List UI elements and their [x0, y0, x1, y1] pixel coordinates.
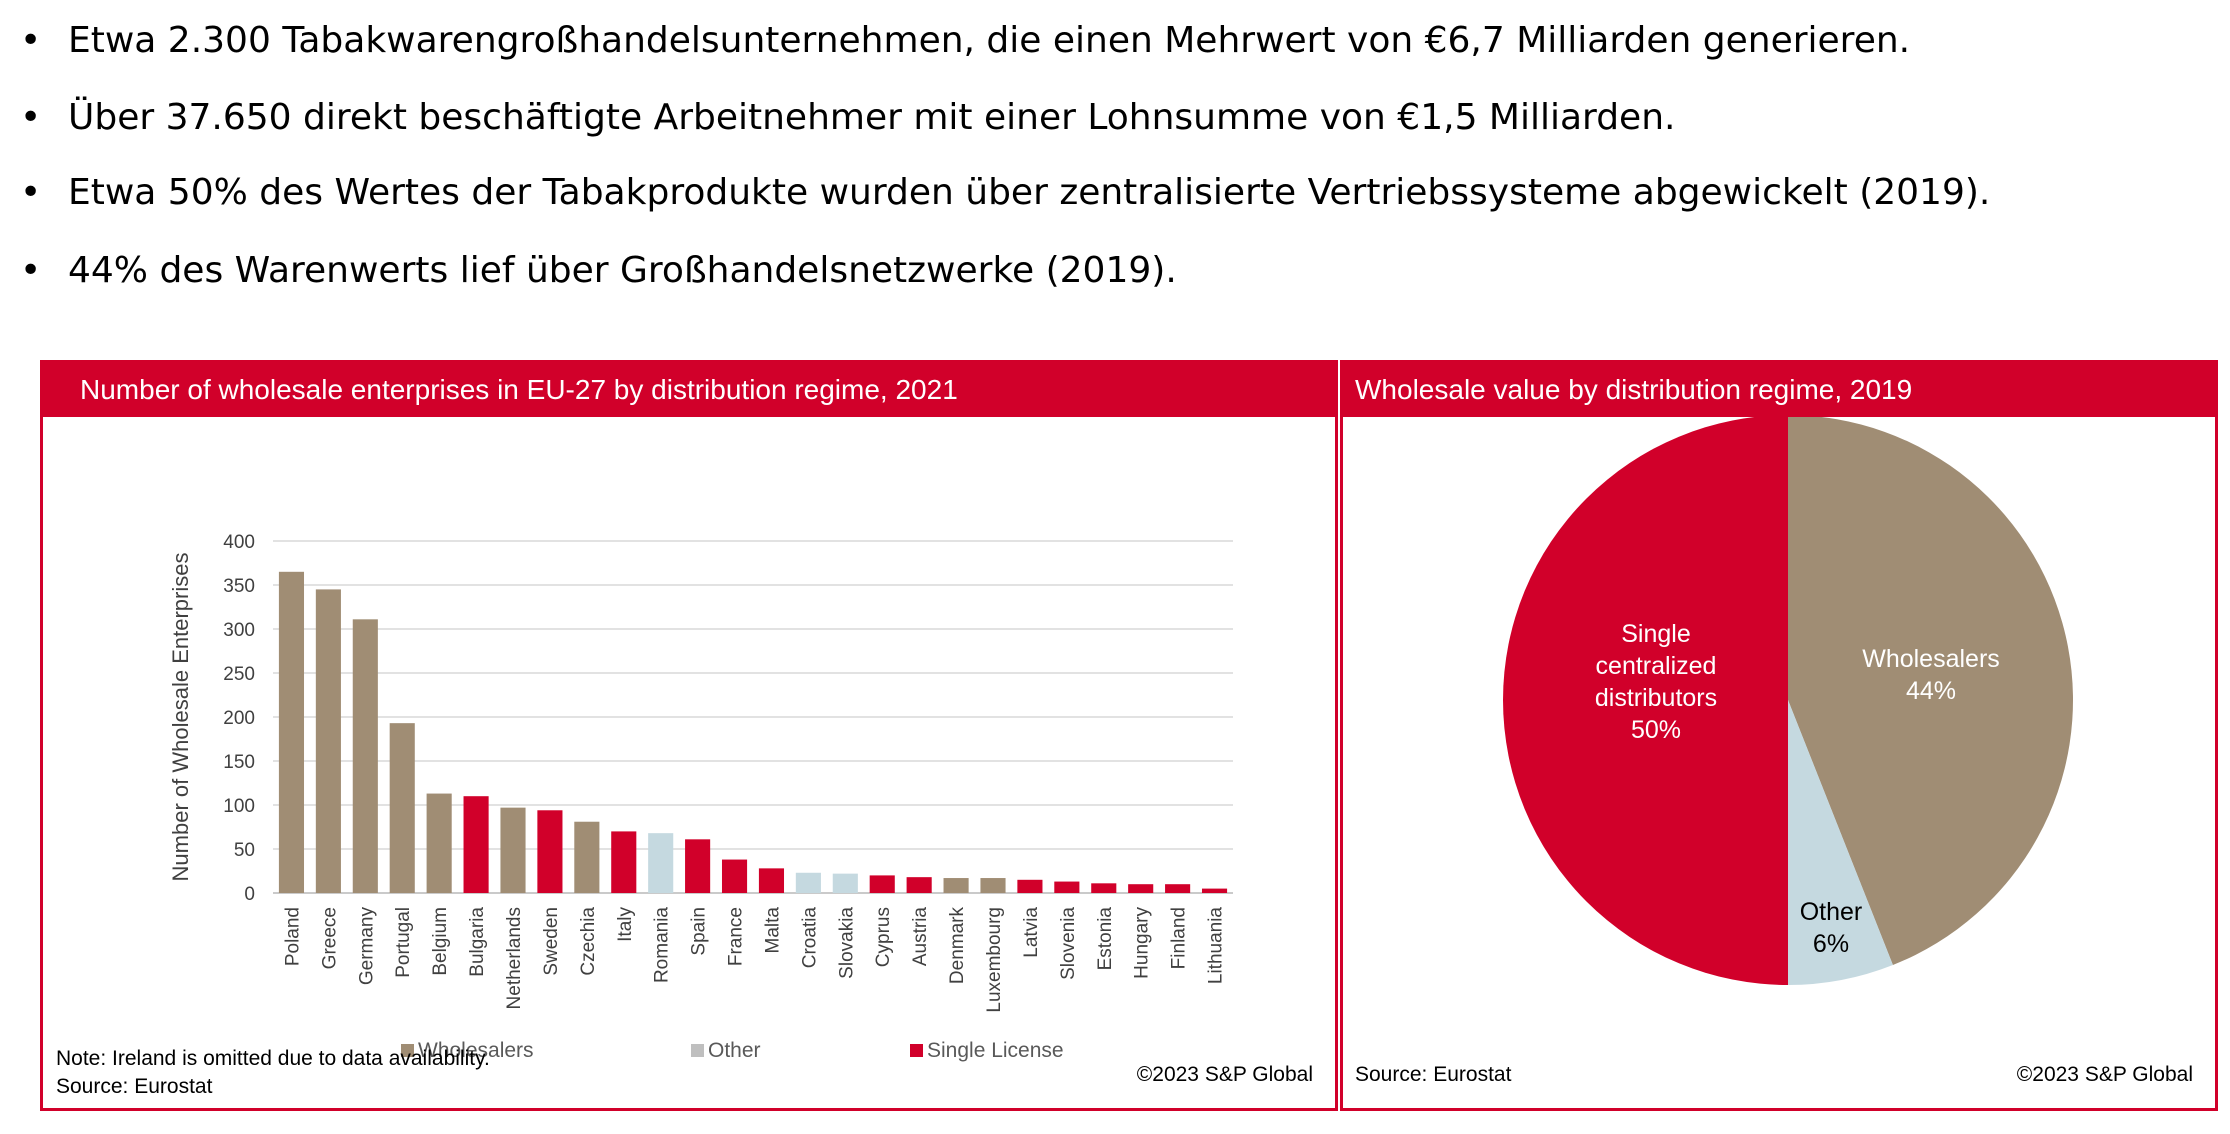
y-tick-label: 100: [223, 796, 255, 817]
bar-romania: [648, 833, 674, 893]
x-tick-label: Greece: [319, 907, 340, 969]
bar-finland: [1165, 884, 1191, 893]
bullet-item: • Über 37.650 direkt beschäftigte Arbeitn…: [20, 88, 1675, 148]
pie-chart-panel: Wholesale value by distribution regime, …: [1340, 360, 2218, 1111]
bar-croatia: [795, 872, 821, 893]
bullet-item: • Etwa 50% des Wertes der Tabakprodukte w…: [20, 163, 1990, 223]
bullet-marker: •: [20, 20, 42, 61]
x-tick-label: Netherlands: [504, 907, 525, 1009]
x-tick-label: Hungary: [1132, 907, 1153, 979]
pie-chart-title: Wholesale value by distribution regime, …: [1355, 374, 1913, 405]
bullet-marker: •: [20, 250, 42, 291]
x-tick-label: Germany: [356, 907, 377, 986]
x-tick-label: Sweden: [541, 907, 562, 976]
bar-greece: [315, 589, 341, 893]
x-tick-label: Estonia: [1095, 907, 1116, 971]
x-tick-label: Luxembourg: [984, 907, 1005, 1013]
bar-lithuania: [1201, 888, 1228, 893]
pie-slice-wholesalers: [1788, 417, 2073, 965]
x-tick-label: Slovenia: [1058, 907, 1079, 980]
bar-slovakia: [832, 873, 858, 893]
y-tick-label: 200: [223, 708, 255, 729]
x-tick-label: Slovakia: [836, 907, 857, 979]
x-tick-label: Finland: [1169, 907, 1190, 969]
bar-bulgaria: [463, 796, 489, 893]
bullet-text: 44% des Warenwerts lief über Großhandels…: [68, 250, 1177, 291]
pie-slice-single-centralized-distributors: [1503, 417, 1788, 985]
x-tick-label: Italy: [615, 907, 636, 942]
pie-label: Wholesalers 44%: [1862, 645, 2000, 705]
bar-netherlands: [500, 807, 526, 893]
bar-italy: [611, 831, 637, 893]
x-tick-label: Croatia: [799, 907, 820, 969]
x-tick-label: Poland: [282, 907, 303, 966]
bullet-marker: •: [20, 172, 42, 213]
bar-latvia: [1017, 879, 1043, 893]
y-tick-label: 0: [244, 884, 255, 905]
x-tick-label: Portugal: [393, 907, 414, 978]
legend-swatch: [401, 1044, 414, 1057]
y-tick-label: 400: [223, 532, 255, 553]
x-tick-label: Belgium: [430, 907, 451, 976]
bar-poland: [278, 571, 305, 893]
x-tick-label: Cyprus: [873, 907, 894, 967]
chart-source: Source: Eurostat: [56, 1075, 213, 1098]
bar-chart-title: Number of wholesale enterprises in EU-27…: [80, 374, 958, 405]
bar-germany: [352, 619, 378, 893]
legend-label: Single License: [927, 1039, 1064, 1062]
pie-chart: Wholesalers 44% Other 6% Single centralized di…: [1503, 417, 2073, 985]
bullet-item: • Etwa 2.300 Tabakwarengroßhandelsunterne…: [20, 11, 1910, 71]
bullet-text: Etwa 2.300 Tabakwarengroßhandelsunterneh…: [68, 20, 1911, 61]
pie-source: Source: Eurostat: [1355, 1063, 1512, 1086]
bar-france: [721, 859, 748, 893]
bullet-item: • 44% des Warenwerts lief über Großhandel…: [20, 241, 1177, 301]
bullet-text: Etwa 50% des Wertes der Tabakprodukte wu…: [68, 172, 1991, 213]
bar-spain: [685, 839, 711, 893]
x-tick-label: Denmark: [947, 907, 968, 985]
bar-portugal: [389, 723, 415, 893]
x-tick-label: Malta: [762, 907, 783, 954]
x-tick-label: Romania: [652, 907, 673, 983]
y-tick-label: 300: [223, 620, 255, 641]
x-tick-label: Spain: [689, 907, 710, 956]
bar-hungary: [1128, 884, 1154, 893]
bar-czechia: [574, 821, 600, 893]
bullet-text: Über 37.650 direkt beschäftigte Arbeitne…: [68, 97, 1676, 138]
chart-copyright: ©2023 S&P Global: [1136, 1063, 1313, 1086]
x-tick-label: France: [726, 907, 747, 966]
bar-austria: [906, 877, 932, 893]
x-tick-label: Austria: [910, 907, 931, 967]
legend-swatch: [910, 1044, 923, 1057]
bar-chart-header: Number of wholesale enterprises in EU-27…: [43, 363, 1335, 417]
bar-chart-panel: Number of wholesale enterprises in EU-27…: [40, 360, 1338, 1111]
x-tick-label: Latvia: [1021, 907, 1042, 958]
bar-malta: [758, 868, 785, 893]
pie-label: Single centralized distributors 50%: [1595, 620, 1717, 744]
legend-label: Wholesalers: [418, 1039, 534, 1062]
bar-chart: 0 50 100 150 200 250 300 350 400 Number of Wholes…: [168, 532, 1233, 1062]
bar-estonia: [1091, 883, 1117, 893]
bar-denmark: [943, 878, 969, 893]
bar-cyprus: [869, 875, 895, 893]
y-tick-label: 350: [223, 576, 255, 597]
pie-label: Other 6%: [1800, 898, 1863, 958]
bullet-marker: •: [20, 97, 42, 138]
legend-label: Other: [708, 1039, 761, 1062]
pie-chart-header: Wholesale value by distribution regime, …: [1343, 363, 2215, 417]
pie-slice-other: [1788, 700, 1893, 985]
bar-luxembourg: [980, 878, 1006, 893]
x-tick-label: Czechia: [578, 907, 599, 976]
y-axis-label: Number of Wholesale Enterprises: [168, 553, 193, 882]
y-tick-label: 50: [234, 840, 255, 861]
y-tick-label: 150: [223, 752, 255, 773]
x-tick-label: Bulgaria: [467, 907, 488, 977]
bar-slovenia: [1054, 881, 1080, 893]
x-tick-label: Lithuania: [1206, 907, 1227, 985]
bar-belgium: [426, 793, 452, 893]
legend-swatch: [691, 1044, 704, 1057]
pie-copyright: ©2023 S&P Global: [2016, 1063, 2193, 1086]
bar-sweden: [537, 810, 563, 893]
chart-note: Note: Ireland is omitted due to data ava…: [56, 1047, 490, 1070]
y-tick-label: 250: [223, 664, 255, 685]
